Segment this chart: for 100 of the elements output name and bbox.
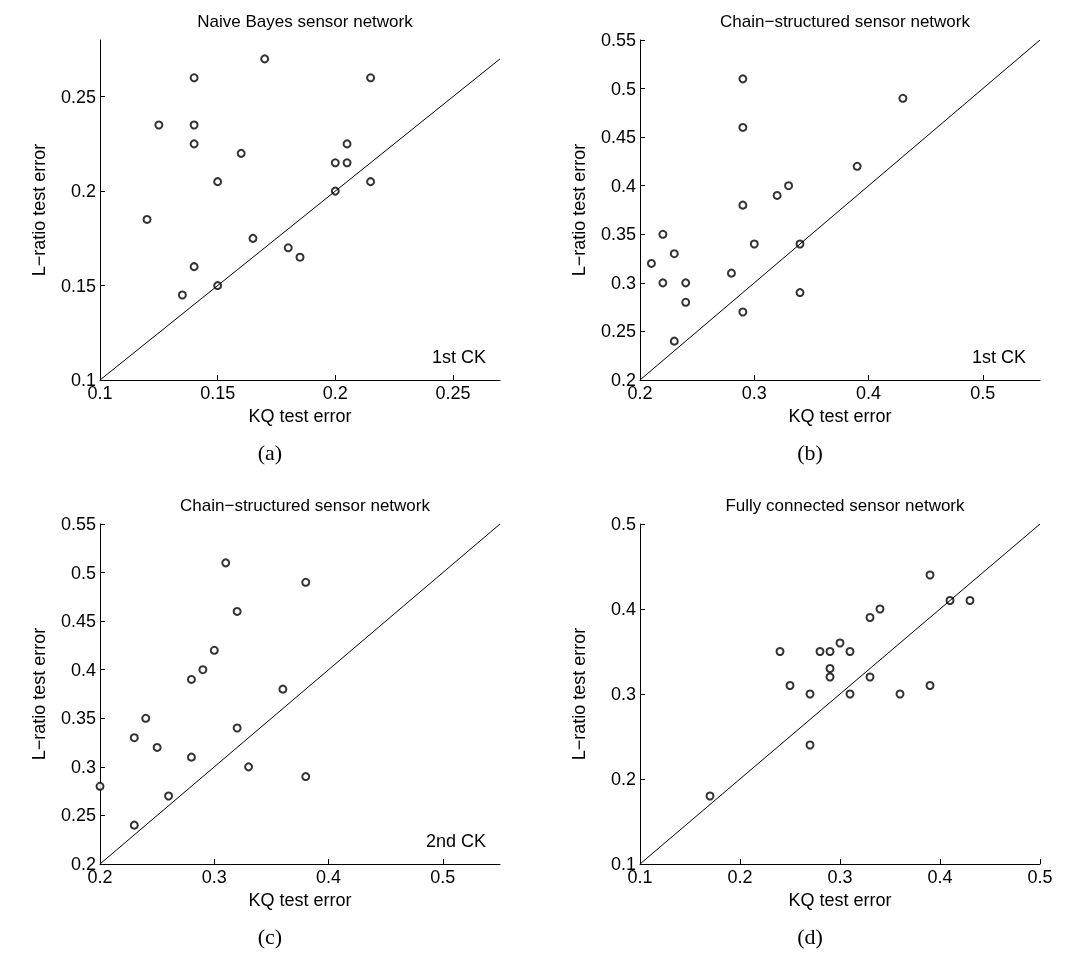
text: (d) — [796, 924, 824, 950]
x-tick-label: 0.15 — [200, 383, 236, 403]
point — [658, 229, 668, 239]
y-tick-label: 0.35 — [600, 224, 636, 245]
point — [669, 249, 679, 259]
point — [784, 181, 794, 191]
text: (a) — [256, 440, 284, 466]
point — [825, 664, 835, 673]
x-tick-label: 0.4 — [316, 867, 342, 887]
point — [925, 570, 935, 580]
y-tick-label: 0.2 — [70, 181, 96, 202]
point — [283, 243, 293, 253]
point — [681, 278, 691, 288]
point — [142, 214, 152, 224]
point — [198, 665, 208, 675]
point — [189, 262, 199, 272]
y-tick-label: 0.25 — [60, 805, 96, 826]
y-axis-title: L−ratio test error — [29, 627, 49, 761]
point — [141, 713, 151, 723]
point — [189, 120, 199, 130]
point — [129, 820, 139, 830]
point — [738, 74, 748, 84]
point — [342, 158, 352, 168]
point — [825, 672, 835, 682]
annotation: 1st CK — [971, 347, 1027, 367]
y-tick-label: 0.5 — [610, 78, 636, 99]
point — [209, 645, 219, 655]
point — [825, 647, 835, 656]
point — [221, 558, 231, 568]
point — [845, 689, 855, 699]
point — [805, 689, 815, 699]
y-tick-label: 0.25 — [600, 321, 636, 342]
y-tick-label: 0.55 — [600, 30, 636, 50]
chart-title: Chain−structured sensor network — [720, 12, 971, 31]
point — [852, 161, 862, 171]
x-axis-title: KQ test error — [248, 405, 352, 426]
point — [738, 122, 748, 132]
point — [775, 647, 785, 656]
chart-title: Chain−structured sensor network — [180, 496, 431, 515]
point — [658, 278, 668, 288]
point — [189, 73, 199, 83]
point — [795, 288, 805, 298]
point — [342, 139, 352, 149]
x-tick-label: 0.4 — [856, 383, 882, 403]
point — [232, 723, 242, 733]
point — [738, 307, 748, 317]
point — [213, 177, 223, 187]
point — [278, 684, 288, 694]
point — [925, 681, 935, 690]
point — [669, 336, 679, 346]
point — [244, 762, 254, 772]
point — [681, 297, 691, 307]
point — [366, 73, 376, 83]
point — [646, 258, 656, 268]
point — [898, 93, 908, 103]
point — [248, 233, 258, 243]
chart-title: Fully connected sensor network — [725, 496, 966, 515]
point — [705, 791, 715, 801]
y-axis-title: L−ratio test error — [569, 143, 589, 277]
y-tick-label: 0.4 — [610, 175, 636, 196]
point — [738, 200, 748, 210]
point — [865, 613, 875, 622]
point — [330, 158, 340, 168]
x-tick-label: 0.4 — [927, 867, 953, 887]
point — [805, 740, 815, 750]
point — [129, 733, 139, 743]
x-tick-label: 0.25 — [435, 383, 471, 403]
y-tick-label: 0.25 — [60, 86, 96, 107]
point — [152, 742, 162, 752]
text: (c) — [256, 924, 284, 950]
y-tick-label: 0.2 — [610, 769, 636, 789]
text: (b) — [796, 440, 824, 466]
point — [865, 672, 875, 682]
y-tick-label: 0.35 — [60, 708, 96, 729]
x-tick-label: 0.5 — [1027, 867, 1053, 887]
point — [164, 791, 174, 801]
y-tick-label: 0.15 — [60, 275, 96, 296]
point — [895, 689, 905, 699]
point — [366, 177, 376, 187]
x-tick-label: 0.5 — [430, 867, 456, 887]
point — [772, 190, 782, 200]
y-tick-label: 0.5 — [610, 514, 636, 534]
point — [236, 148, 246, 158]
point — [835, 638, 845, 648]
point — [260, 54, 270, 64]
chart-title: Naive Bayes sensor network — [197, 12, 414, 31]
point — [95, 781, 105, 791]
point — [749, 239, 759, 249]
point — [186, 674, 196, 684]
y-tick-label: 0.3 — [610, 272, 636, 293]
annotation: 1st CK — [431, 347, 487, 367]
x-tick-label: 0.3 — [827, 867, 853, 887]
point — [815, 647, 825, 656]
point — [232, 606, 242, 616]
x-axis-title: KQ test error — [788, 889, 892, 910]
x-tick-label: 0.3 — [201, 867, 227, 887]
y-tick-label: 0.5 — [70, 562, 96, 583]
point — [301, 577, 311, 587]
point — [965, 596, 975, 605]
y-tick-label: 0.4 — [70, 659, 96, 680]
